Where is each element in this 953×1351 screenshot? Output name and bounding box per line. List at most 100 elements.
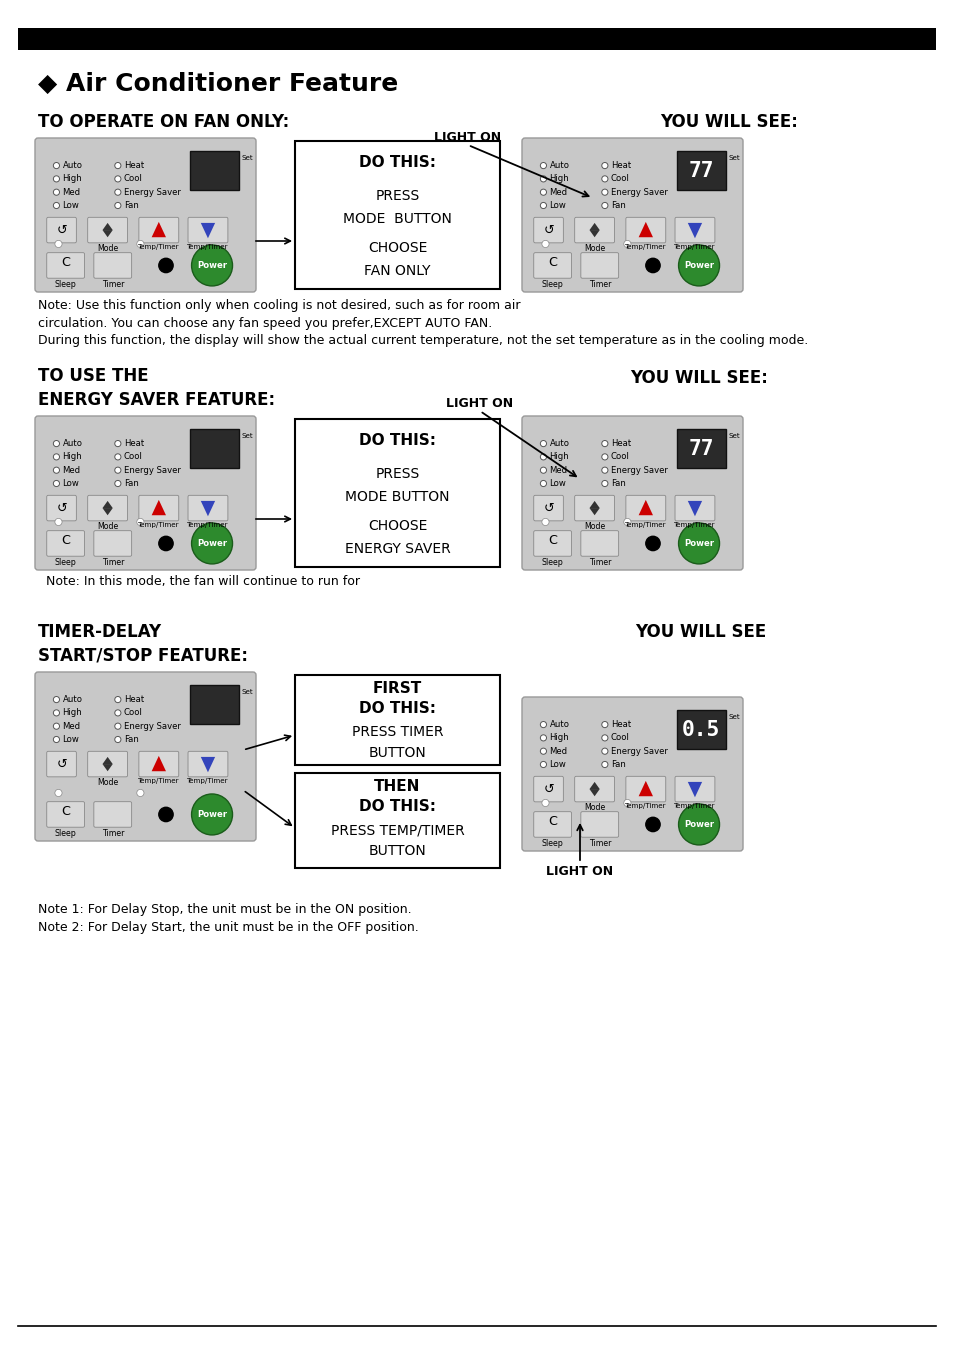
Circle shape — [539, 162, 546, 169]
Circle shape — [114, 697, 121, 703]
Circle shape — [114, 189, 121, 196]
FancyBboxPatch shape — [35, 138, 255, 292]
Circle shape — [541, 240, 549, 247]
FancyBboxPatch shape — [188, 751, 228, 777]
Text: Mode: Mode — [97, 778, 118, 788]
Bar — [294, 141, 499, 289]
Polygon shape — [589, 789, 599, 796]
Circle shape — [53, 203, 59, 208]
Circle shape — [53, 697, 59, 703]
Text: 77: 77 — [688, 161, 713, 181]
Text: Timer: Timer — [101, 828, 124, 838]
Text: YOU WILL SEE: YOU WILL SEE — [635, 623, 765, 640]
FancyBboxPatch shape — [47, 218, 76, 243]
Bar — [294, 773, 499, 867]
Circle shape — [114, 467, 121, 473]
Circle shape — [623, 519, 630, 526]
Circle shape — [539, 762, 546, 767]
Circle shape — [53, 454, 59, 459]
Bar — [190, 430, 238, 469]
Text: Temp/Timer: Temp/Timer — [624, 245, 666, 250]
Circle shape — [114, 203, 121, 208]
Text: Heat: Heat — [124, 439, 144, 449]
Text: THEN: THEN — [374, 780, 420, 794]
FancyBboxPatch shape — [533, 253, 571, 278]
FancyBboxPatch shape — [574, 496, 614, 521]
Bar — [18, 28, 935, 50]
FancyBboxPatch shape — [47, 531, 85, 557]
Circle shape — [55, 789, 62, 797]
Polygon shape — [589, 230, 599, 238]
Polygon shape — [102, 757, 112, 765]
Polygon shape — [200, 501, 214, 516]
Text: Temp/Timer: Temp/Timer — [674, 523, 715, 528]
Bar — [294, 419, 499, 567]
FancyBboxPatch shape — [188, 496, 228, 521]
Text: PRESS
MODE BUTTON: PRESS MODE BUTTON — [345, 467, 449, 504]
Circle shape — [541, 800, 549, 807]
Circle shape — [53, 467, 59, 473]
Text: High: High — [549, 174, 569, 184]
Circle shape — [601, 162, 607, 169]
Circle shape — [114, 454, 121, 459]
Circle shape — [539, 176, 546, 182]
Text: ↺: ↺ — [56, 501, 67, 515]
FancyBboxPatch shape — [93, 531, 132, 557]
Text: C: C — [548, 534, 557, 547]
Polygon shape — [102, 508, 112, 515]
Text: ↺: ↺ — [542, 782, 554, 796]
Text: Auto: Auto — [63, 439, 83, 449]
Polygon shape — [102, 765, 112, 771]
Text: C: C — [548, 815, 557, 828]
Text: Auto: Auto — [549, 439, 569, 449]
Text: Med: Med — [549, 747, 567, 755]
Circle shape — [601, 176, 607, 182]
FancyBboxPatch shape — [625, 496, 665, 521]
Circle shape — [539, 189, 546, 196]
FancyBboxPatch shape — [47, 253, 85, 278]
Bar — [190, 151, 238, 190]
Text: Set: Set — [241, 155, 253, 161]
Text: Power: Power — [197, 811, 227, 819]
Circle shape — [136, 519, 144, 526]
Text: Temp/Timer: Temp/Timer — [624, 523, 666, 528]
FancyBboxPatch shape — [521, 138, 742, 292]
Circle shape — [601, 203, 607, 208]
Circle shape — [601, 481, 607, 486]
Polygon shape — [102, 501, 112, 508]
Text: Low: Low — [63, 201, 79, 209]
Text: Med: Med — [63, 721, 81, 731]
Text: Temp/Timer: Temp/Timer — [187, 523, 229, 528]
FancyBboxPatch shape — [574, 218, 614, 243]
Polygon shape — [102, 230, 112, 238]
Text: Cool: Cool — [610, 174, 629, 184]
FancyBboxPatch shape — [533, 777, 563, 802]
Text: FIRST: FIRST — [373, 681, 421, 696]
FancyBboxPatch shape — [93, 801, 132, 827]
Text: Fan: Fan — [610, 480, 625, 488]
FancyBboxPatch shape — [533, 531, 571, 557]
Circle shape — [645, 536, 659, 551]
Text: Note: In this mode, the fan will continue to run for: Note: In this mode, the fan will continu… — [38, 576, 359, 588]
Circle shape — [601, 735, 607, 740]
Circle shape — [601, 454, 607, 459]
Circle shape — [601, 440, 607, 447]
Bar — [294, 676, 499, 765]
Text: Sleep: Sleep — [54, 280, 76, 289]
Text: Fan: Fan — [124, 735, 138, 744]
Circle shape — [114, 162, 121, 169]
Text: Low: Low — [549, 480, 566, 488]
FancyBboxPatch shape — [88, 751, 128, 777]
Circle shape — [601, 721, 607, 728]
Text: Temp/Timer: Temp/Timer — [187, 778, 229, 785]
Text: Fan: Fan — [124, 480, 138, 488]
Text: Cool: Cool — [124, 453, 143, 462]
Bar — [676, 711, 725, 750]
FancyBboxPatch shape — [533, 812, 571, 838]
Polygon shape — [102, 223, 112, 230]
Polygon shape — [152, 755, 166, 771]
Text: DO THIS:: DO THIS: — [358, 701, 436, 716]
FancyBboxPatch shape — [88, 496, 128, 521]
Circle shape — [623, 240, 630, 247]
FancyBboxPatch shape — [35, 416, 255, 570]
